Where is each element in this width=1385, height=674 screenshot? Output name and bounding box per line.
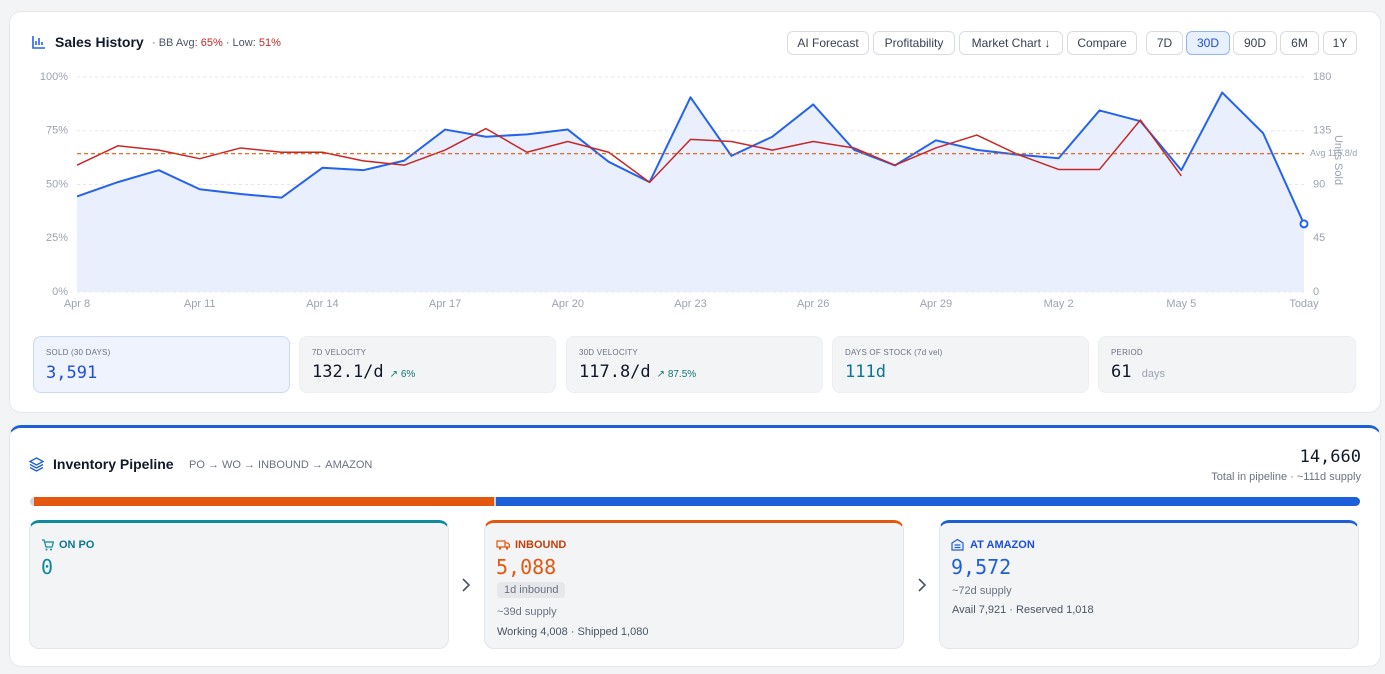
- chevron: [462, 578, 471, 592]
- chevron: [918, 578, 927, 592]
- x-tick-label: Apr 8: [64, 298, 90, 310]
- avg-label: Avg 115.8/d: [1310, 148, 1357, 158]
- y2-axis-label: Units Sold: [1332, 135, 1344, 185]
- y-tick-label: 50%: [46, 178, 68, 190]
- y2-tick-label: 0: [1313, 286, 1319, 298]
- stat-value: 3,591: [46, 363, 98, 383]
- bb-avg-label: · BB Avg:: [152, 37, 198, 49]
- x-tick-label: Apr 11: [184, 298, 216, 310]
- y-tick-label: 0%: [52, 286, 68, 298]
- x-tick-label: May 5: [1166, 298, 1196, 310]
- stat-card: PERIOD 61 days: [1098, 336, 1356, 393]
- stat-unit: days: [1141, 368, 1165, 380]
- low: 51%: [258, 37, 281, 49]
- stage-count: 5,088: [496, 555, 557, 579]
- x-tick-label: Apr 23: [674, 298, 706, 310]
- stage-detail: Working 4,008 · Shipped 1,080: [497, 626, 649, 638]
- stat-change: ↗ 6%: [389, 369, 416, 380]
- stage-name: INBOUND: [515, 539, 567, 551]
- stat-label: SOLD (30 DAYS): [46, 348, 111, 357]
- y-tick-label: 25%: [46, 232, 68, 244]
- stat-card: 30D VELOCITY 117.8/d ↗ 87.5%: [566, 336, 823, 393]
- pipeline-total: 14,660: [1299, 447, 1361, 467]
- stat-value: 117.8/d: [579, 362, 651, 382]
- pipeline-segment: [495, 497, 1360, 506]
- stage-name: ON PO: [59, 539, 95, 551]
- action-button[interactable]: Market Chart ↓: [959, 31, 1063, 55]
- stat-card: DAYS OF STOCK (7d vel) 111d: [832, 336, 1089, 393]
- warehouse-icon: [951, 538, 964, 551]
- stage-supply: ~72d supply: [952, 585, 1012, 597]
- cart-icon: [42, 539, 54, 551]
- stat-label: PERIOD: [1111, 348, 1143, 357]
- action-button[interactable]: Profitability: [873, 31, 955, 55]
- layers-icon: [29, 457, 44, 472]
- end-point: [1299, 219, 1309, 229]
- stage-card: ON PO 0: [29, 520, 449, 649]
- stat-card: 7D VELOCITY 132.1/d ↗ 6%: [299, 336, 556, 393]
- stat-label: 30D VELOCITY: [579, 348, 638, 357]
- x-tick-label: Apr 29: [920, 298, 952, 310]
- stage-card: INBOUND 5,088 1d inbound ~39d supply Wor…: [484, 520, 904, 649]
- chart-icon: [32, 36, 45, 49]
- stat-value: 111d: [845, 362, 886, 382]
- bb-avg: 65%: [200, 37, 223, 49]
- area: [77, 92, 1304, 293]
- range-button[interactable]: 7D: [1146, 31, 1183, 55]
- x-tick-label: Apr 20: [552, 298, 584, 310]
- stat-value: 61: [1111, 362, 1132, 382]
- stat-label: DAYS OF STOCK (7d vel): [845, 348, 943, 357]
- range-button[interactable]: 90D: [1233, 31, 1277, 55]
- x-tick-label: Apr 14: [306, 298, 338, 310]
- stage-count: 9,572: [951, 555, 1012, 579]
- x-tick-label: Today: [1289, 298, 1319, 310]
- stage-badge: 1d inbound: [497, 582, 566, 598]
- stage-supply: ~39d supply: [497, 606, 557, 618]
- x-tick-label: May 2: [1044, 298, 1074, 310]
- title: Sales History: [55, 34, 144, 50]
- pipeline-flow: PO → WO → INBOUND → AMAZON: [189, 459, 373, 471]
- x-tick-label: Apr 26: [797, 298, 829, 310]
- x-tick-label: Apr 17: [429, 298, 461, 310]
- y2-tick-label: 90: [1313, 178, 1325, 190]
- pipeline-note: Total in pipeline · ~111d supply: [1211, 471, 1361, 483]
- chart: 0% 25% 50% 75% 100% 0 45 90 135 180 Units Sold Apr …: [40, 71, 1357, 310]
- stat-value: 132.1/d: [312, 362, 384, 382]
- stage-card: AT AMAZON 9,572 ~72d supply Avail 7,921 …: [939, 520, 1359, 649]
- y2-tick-label: 180: [1313, 71, 1331, 83]
- y-tick-label: 100%: [40, 71, 68, 83]
- stage-count: 0: [41, 555, 54, 579]
- truck-icon: [496, 540, 510, 550]
- y-tick-label: 75%: [46, 125, 68, 137]
- bb-summary: · BB Avg: 65% · Low: 51%: [152, 37, 281, 49]
- stat-card: SOLD (30 DAYS) 3,591: [33, 336, 290, 393]
- stat-label: 7D VELOCITY: [312, 348, 367, 357]
- action-button[interactable]: AI Forecast: [787, 31, 869, 55]
- line: [76, 119, 1182, 184]
- pipeline-title: Inventory Pipeline: [53, 456, 174, 472]
- range-button[interactable]: 30D: [1186, 31, 1230, 55]
- line: [76, 91, 1305, 225]
- action-button[interactable]: Compare: [1067, 31, 1137, 55]
- low-label: · Low:: [225, 37, 256, 49]
- pipeline-bar: [30, 497, 1360, 506]
- stat-change: ↗ 87.5%: [656, 369, 697, 380]
- stage-detail: Avail 7,921 · Reserved 1,018: [952, 604, 1094, 616]
- stage-name: AT AMAZON: [970, 539, 1035, 551]
- pipeline-segment: [34, 497, 494, 506]
- range-button[interactable]: 1Y: [1323, 31, 1357, 55]
- y2-tick-label: 45: [1313, 232, 1325, 244]
- range-button[interactable]: 6M: [1280, 31, 1319, 55]
- y2-tick-label: 135: [1313, 125, 1331, 137]
